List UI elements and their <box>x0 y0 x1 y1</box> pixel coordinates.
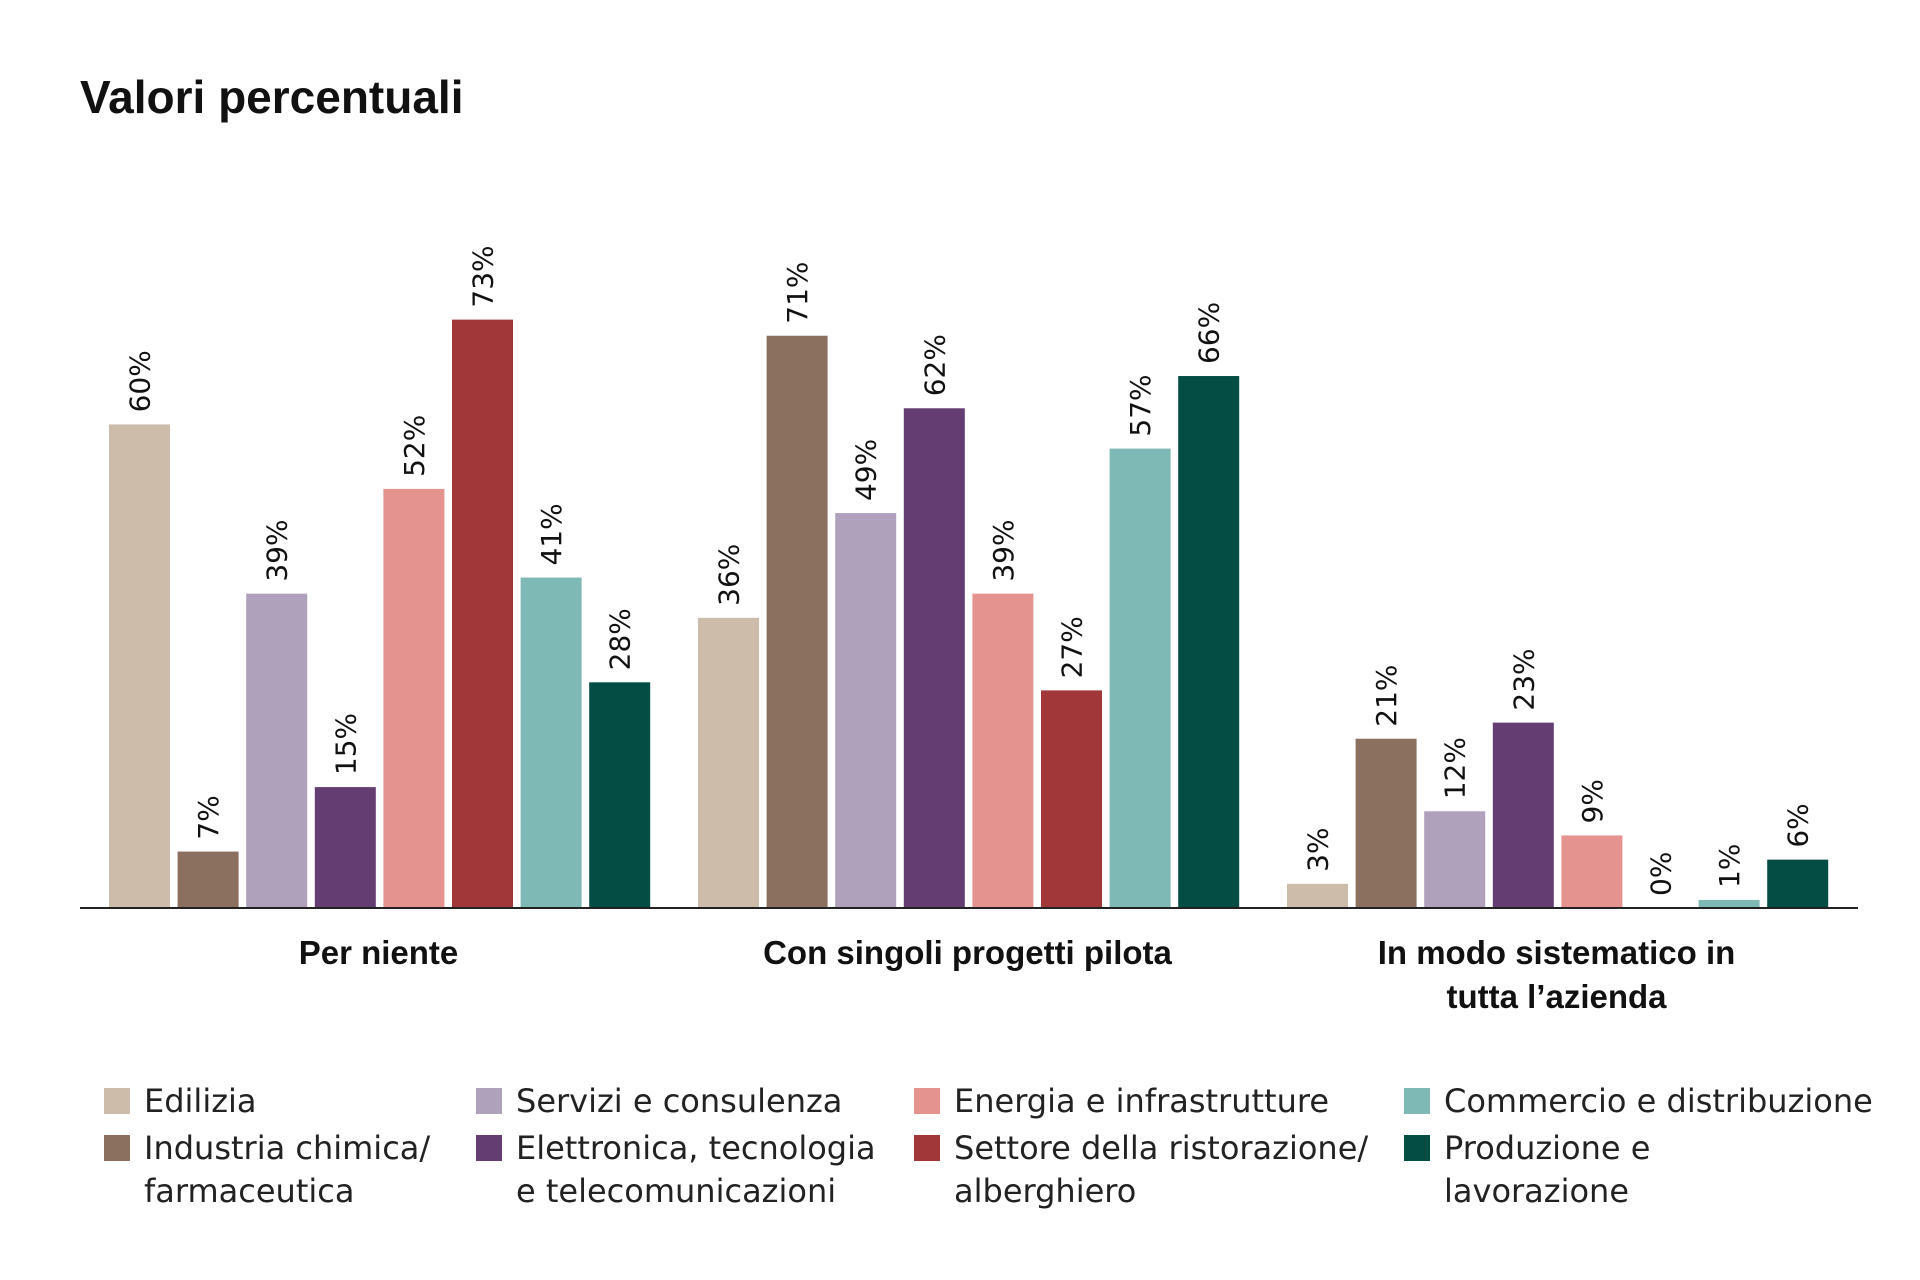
bar <box>314 787 376 908</box>
category-label: In modo sistematico in tutta l’azienda <box>1378 934 1736 1015</box>
bar <box>1287 883 1348 908</box>
data-label: 27% <box>1056 616 1089 678</box>
data-label: 60% <box>124 350 157 412</box>
legend-label: Edilizia <box>144 1082 257 1120</box>
data-label: 57% <box>1124 374 1157 436</box>
bar <box>1355 738 1417 908</box>
bars-layer <box>109 319 1829 908</box>
legend-label: Produzione e lavorazione <box>1444 1129 1651 1210</box>
bar <box>1041 690 1102 908</box>
bar <box>1178 376 1240 908</box>
data-label: 66% <box>1193 302 1226 364</box>
data-label: 21% <box>1370 665 1403 727</box>
data-label: 0% <box>1645 852 1678 896</box>
data-label: 3% <box>1302 827 1335 871</box>
legend-swatch <box>1404 1135 1430 1161</box>
data-label: 73% <box>467 245 500 307</box>
bar <box>246 593 308 908</box>
data-label: 6% <box>1782 803 1815 847</box>
data-label: 49% <box>850 439 883 501</box>
legend-item: Industria chimica/ farmaceutica <box>104 1127 430 1213</box>
legend-label: Energia e infrastrutture <box>954 1082 1329 1120</box>
bar <box>1698 899 1760 908</box>
value-labels-layer: 60% 7% 39% 15% 52% 73% 41% 28% 36% 71% 49% 62% 39% 27… <box>124 245 1815 896</box>
bar <box>520 577 582 908</box>
data-label: 62% <box>918 334 951 396</box>
bar <box>766 335 828 908</box>
legend-item: Commercio e distribuzione <box>1404 1080 1873 1123</box>
data-label: 28% <box>604 608 637 670</box>
bar <box>589 682 651 908</box>
bar <box>1492 722 1554 908</box>
bar <box>1109 448 1171 908</box>
bar <box>1424 811 1486 908</box>
data-label: 15% <box>329 713 362 775</box>
data-label: 12% <box>1439 737 1472 799</box>
data-label: 39% <box>261 519 294 581</box>
data-label: 1% <box>1713 844 1746 888</box>
legend-item: Energia e infrastrutture <box>914 1080 1329 1123</box>
category-label: Per niente <box>299 934 459 971</box>
legend-item: Servizi e consulenza <box>476 1080 842 1123</box>
legend-label: Industria chimica/ farmaceutica <box>144 1129 431 1210</box>
data-label: 41% <box>535 503 568 565</box>
bar <box>698 617 759 908</box>
bar <box>383 488 445 908</box>
bar <box>177 851 239 908</box>
legend-item: Edilizia <box>104 1080 257 1123</box>
legend-swatch <box>104 1088 130 1114</box>
data-label: 9% <box>1576 779 1609 823</box>
legend-label: Settore della ristorazione/ alberghiero <box>954 1129 1369 1210</box>
data-label: 7% <box>192 795 225 839</box>
legend-swatch <box>914 1135 940 1161</box>
legend-label: Commercio e distribuzione <box>1444 1082 1873 1120</box>
bar <box>1767 859 1829 908</box>
legend-item: Produzione e lavorazione <box>1404 1127 1650 1213</box>
category-labels-layer: Per niente Con singoli progetti pilota In … <box>299 934 1736 1015</box>
bar-chart: 60% 7% 39% 15% 52% 73% 41% 28% 36% 71% 49% 62% 39% 27… <box>80 245 1858 1015</box>
bar <box>109 424 170 908</box>
data-label: 36% <box>713 544 746 606</box>
data-label: 39% <box>987 519 1020 581</box>
legend-label: Servizi e consulenza <box>516 1082 843 1120</box>
category-label: Con singoli progetti pilota <box>763 934 1172 971</box>
data-label: 52% <box>398 415 431 477</box>
data-label: 23% <box>1507 648 1540 710</box>
legend-item: Elettronica, tecnologia e telecomunicazi… <box>476 1127 876 1213</box>
bar <box>903 408 965 908</box>
legend-swatch <box>476 1088 502 1114</box>
chart-title: Valori percentuali <box>80 71 464 123</box>
bar <box>1561 835 1623 908</box>
legend-swatch <box>1404 1088 1430 1114</box>
bar <box>452 319 513 908</box>
legend-swatch <box>914 1088 940 1114</box>
bar <box>835 513 897 908</box>
legend-label: Elettronica, tecnologia e telecomunicazi… <box>516 1129 876 1210</box>
data-label: 71% <box>781 262 814 324</box>
bar <box>972 593 1034 908</box>
legend-swatch <box>104 1135 130 1161</box>
legend-swatch <box>476 1135 502 1161</box>
legend-item: Settore della ristorazione/ alberghiero <box>914 1127 1368 1213</box>
